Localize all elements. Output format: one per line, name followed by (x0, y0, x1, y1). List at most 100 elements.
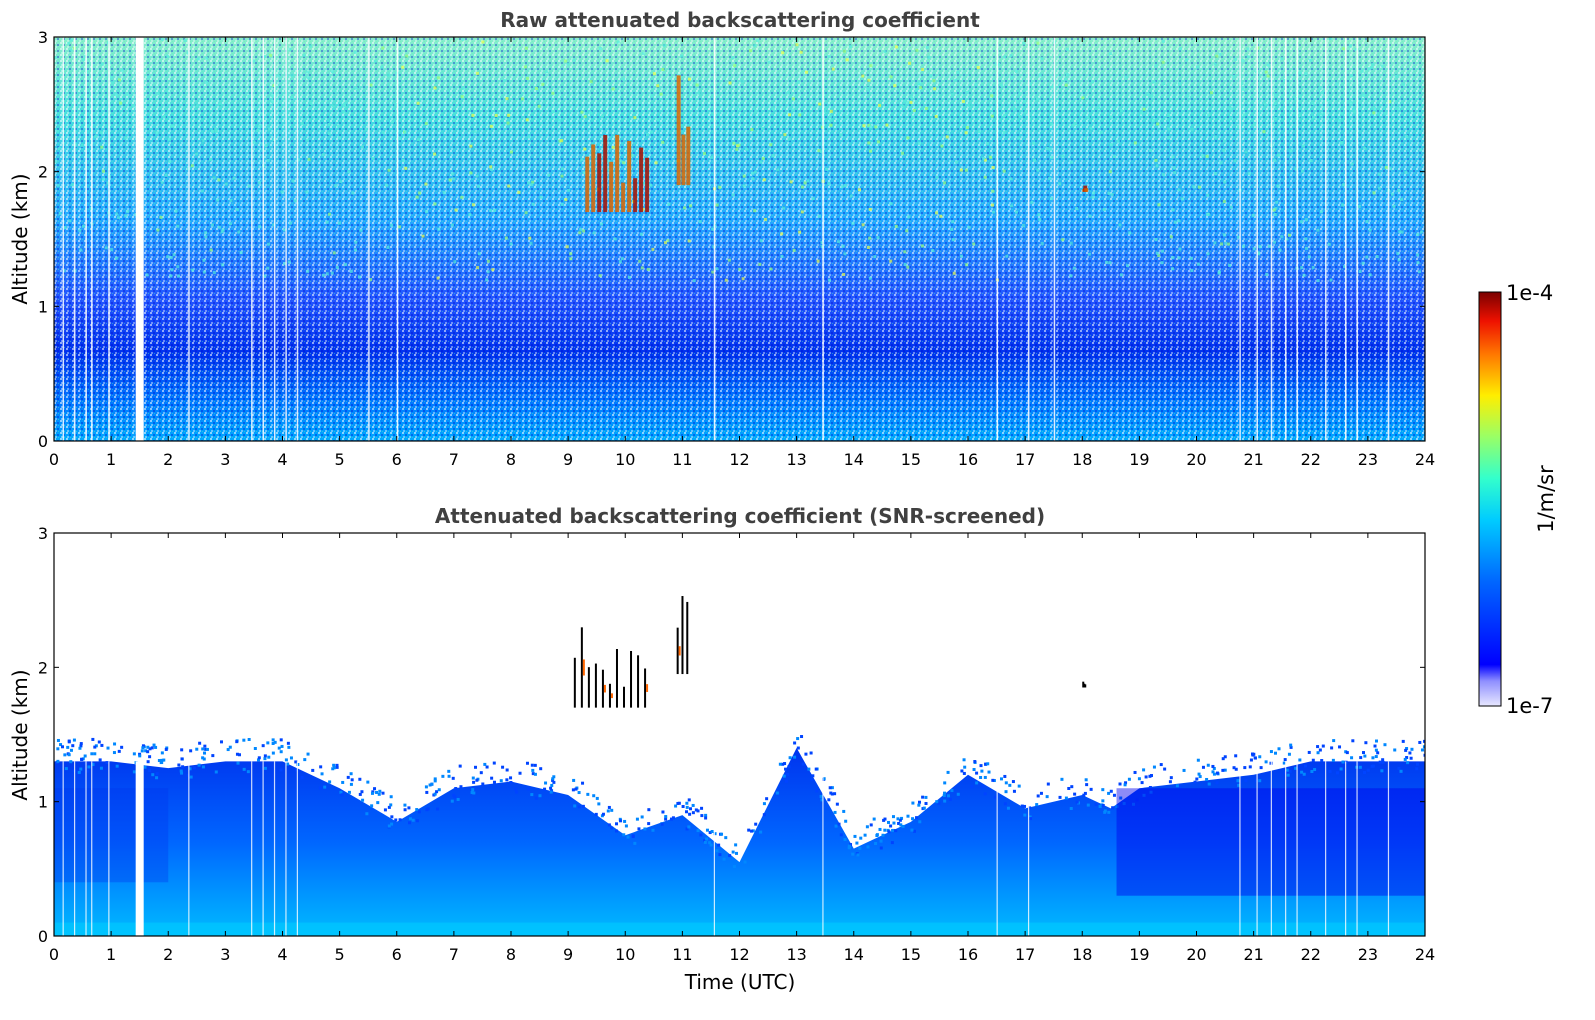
noise-speckle (1171, 155, 1175, 159)
noise-speckle (1363, 146, 1367, 150)
noise-speckle (1118, 782, 1122, 786)
noise-speckle (993, 795, 997, 799)
noise-speckle (132, 770, 136, 774)
noise-speckle (448, 178, 452, 182)
noise-speckle (883, 50, 887, 54)
x-tick-label: 2 (163, 450, 173, 469)
noise-speckle (881, 833, 885, 837)
noise-speckle (1302, 772, 1306, 776)
noise-speckle (1101, 788, 1105, 792)
noise-speckle (1222, 199, 1226, 203)
missing-profile (1356, 37, 1358, 441)
noise-speckle (1374, 748, 1378, 752)
noise-speckle (1060, 777, 1064, 781)
noise-speckle (621, 77, 625, 81)
noise-speckle (454, 787, 458, 791)
noise-speckle (381, 130, 385, 134)
noise-speckle (722, 857, 726, 861)
noise-speckle (691, 803, 695, 807)
noise-speckle (919, 86, 923, 90)
noise-speckle (171, 124, 175, 128)
noise-speckle (876, 140, 880, 144)
missing-profile (1270, 37, 1273, 441)
noise-speckle (1005, 254, 1009, 258)
noise-speckle (1234, 754, 1238, 758)
noise-speckle (490, 776, 494, 780)
y-tick-label: 3 (38, 28, 48, 47)
noise-speckle (1022, 223, 1026, 227)
noise-speckle (652, 72, 656, 76)
noise-speckle (283, 262, 287, 266)
noise-speckle (633, 841, 637, 845)
noise-speckle (124, 214, 128, 218)
noise-speckle (1359, 756, 1363, 760)
noise-speckle (1375, 255, 1379, 259)
noise-speckle (1406, 761, 1410, 765)
noise-speckle (530, 182, 534, 186)
noise-speckle (71, 744, 75, 748)
noise-speckle (977, 130, 981, 134)
noise-speckle (1124, 781, 1128, 785)
missing-profile (1356, 761, 1358, 936)
missing-profile (1345, 37, 1347, 441)
noise-speckle (530, 793, 534, 797)
noise-speckle (94, 744, 98, 748)
noise-speckle (611, 145, 615, 149)
noise-speckle (1368, 273, 1372, 277)
y-axis-label: Altitude (km) (8, 173, 32, 304)
noise-speckle (1393, 748, 1397, 752)
noise-speckle (530, 763, 534, 767)
noise-speckle (143, 765, 147, 769)
noise-speckle (696, 829, 700, 833)
noise-speckle (656, 117, 660, 121)
noise-speckle (1417, 270, 1421, 274)
noise-speckle (69, 48, 73, 52)
noise-speckle (823, 109, 827, 113)
noise-speckle (1197, 772, 1201, 776)
noise-speckle (321, 153, 325, 157)
noise-speckle (437, 788, 441, 792)
noise-speckle (1395, 74, 1399, 78)
noise-speckle (1040, 241, 1044, 245)
noise-speckle (1036, 794, 1040, 798)
noise-speckle (1018, 92, 1022, 96)
noise-speckle (340, 793, 344, 797)
noise-speckle (62, 269, 66, 273)
noise-speckle (1171, 208, 1175, 212)
noise-speckle (417, 810, 421, 814)
noise-speckle (303, 758, 307, 762)
noise-speckle (534, 86, 538, 90)
noise-speckle (160, 760, 164, 764)
missing-profile (1296, 37, 1298, 441)
noise-speckle (174, 209, 178, 213)
noise-speckle (330, 271, 334, 275)
noise-speckle (1201, 765, 1205, 769)
noise-speckle (256, 758, 260, 762)
noise-speckle (715, 849, 719, 853)
noise-speckle (1109, 115, 1113, 119)
noise-speckle (1212, 772, 1216, 776)
noise-speckle (155, 131, 159, 135)
noise-speckle (433, 779, 437, 783)
cloud-signal (597, 153, 602, 213)
noise-speckle (799, 50, 803, 54)
noise-speckle (649, 183, 653, 187)
noise-speckle (191, 268, 195, 272)
noise-speckle (1148, 774, 1152, 778)
noise-speckle (1006, 806, 1010, 810)
y-tick-label: 0 (38, 432, 48, 451)
noise-speckle (782, 774, 786, 778)
noise-speckle (1224, 241, 1228, 245)
noise-speckle (619, 819, 623, 823)
noise-speckle (54, 56, 58, 60)
noise-speckle (1116, 139, 1120, 143)
noise-speckle (300, 122, 304, 126)
noise-speckle (1267, 244, 1271, 248)
noise-speckle (1273, 751, 1277, 755)
noise-speckle (1223, 180, 1227, 184)
noise-speckle (120, 745, 124, 749)
noise-speckle (252, 59, 256, 63)
noise-speckle (549, 786, 553, 790)
noise-speckle (1207, 212, 1211, 216)
noise-speckle (924, 795, 928, 799)
